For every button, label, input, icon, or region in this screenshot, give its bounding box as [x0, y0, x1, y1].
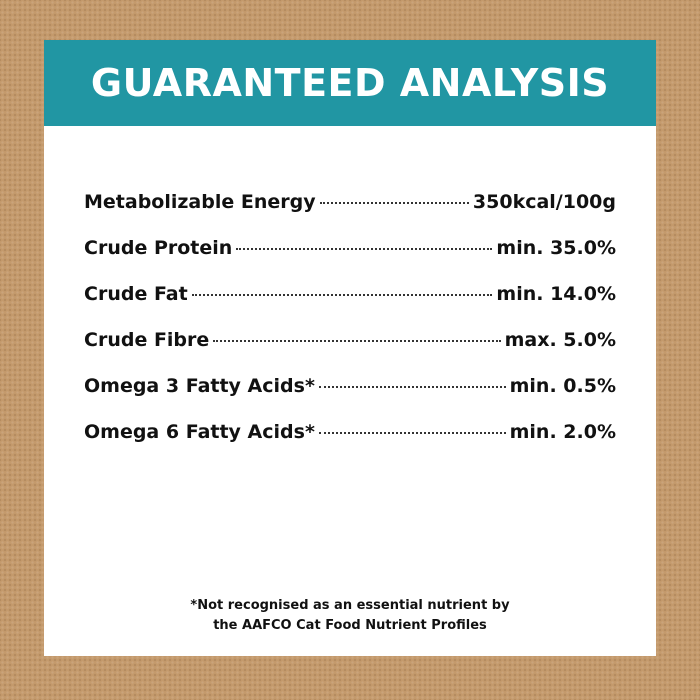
analysis-row-crude-fat: Crude Fat min. 14.0%	[84, 283, 616, 329]
row-value: min. 35.0%	[496, 237, 616, 259]
analysis-row-metabolizable-energy: Metabolizable Energy 350kcal/100g	[84, 191, 616, 237]
footnote-line-2: the AAFCO Cat Food Nutrient Profiles	[213, 618, 487, 633]
dot-leader	[318, 432, 506, 434]
row-label: Omega 3 Fatty Acids*	[84, 375, 315, 397]
analysis-card: GUARANTEED ANALYSIS Metabolizable Energy…	[44, 40, 656, 656]
dot-leader	[318, 386, 506, 388]
row-value: 350kcal/100g	[472, 191, 616, 213]
dot-leader	[319, 202, 469, 204]
footnote: *Not recognised as an essential nutrient…	[44, 596, 656, 636]
analysis-list: Metabolizable Energy 350kcal/100g Crude …	[84, 191, 616, 467]
title-banner: GUARANTEED ANALYSIS	[44, 40, 656, 126]
analysis-row-crude-fibre: Crude Fibre max. 5.0%	[84, 329, 616, 375]
dot-leader	[236, 248, 493, 250]
dot-leader	[191, 294, 493, 296]
banner-title: GUARANTEED ANALYSIS	[90, 61, 610, 105]
analysis-row-crude-protein: Crude Protein min. 35.0%	[84, 237, 616, 283]
row-label: Metabolizable Energy	[84, 191, 316, 213]
dot-leader	[213, 340, 501, 342]
row-value: min. 14.0%	[496, 283, 616, 305]
row-label: Crude Protein	[84, 237, 233, 259]
analysis-row-omega-6: Omega 6 Fatty Acids* min. 2.0%	[84, 421, 616, 467]
row-label: Omega 6 Fatty Acids*	[84, 421, 315, 443]
analysis-row-omega-3: Omega 3 Fatty Acids* min. 0.5%	[84, 375, 616, 421]
row-value: min. 0.5%	[509, 375, 616, 397]
row-value: max. 5.0%	[504, 329, 616, 351]
row-label: Crude Fibre	[84, 329, 210, 351]
row-label: Crude Fat	[84, 283, 188, 305]
row-value: min. 2.0%	[509, 421, 616, 443]
footnote-line-1: *Not recognised as an essential nutrient…	[190, 598, 510, 613]
